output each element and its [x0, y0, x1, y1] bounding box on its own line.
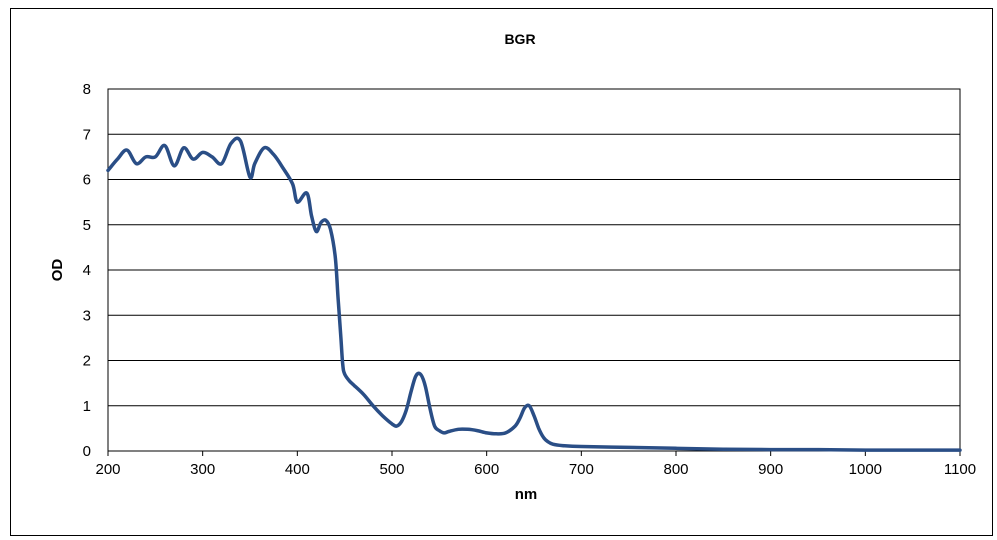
y-tick-label: 8 [83, 81, 91, 98]
y-axis-title: OD [49, 259, 66, 282]
y-tick-label: 6 [83, 172, 91, 189]
y-tick-label: 0 [83, 443, 91, 460]
chart-title: BGR [504, 31, 535, 47]
y-tick-label: 1 [83, 398, 91, 415]
x-tick-label: 400 [285, 461, 310, 478]
y-tick-label: 4 [83, 262, 91, 279]
y-tick-label: 5 [83, 217, 91, 234]
gridlines [108, 88, 960, 452]
series-lines [106, 136, 962, 452]
x-tick-label: 200 [95, 461, 120, 478]
series-line [106, 136, 962, 452]
x-tick-label: 1100 [944, 461, 976, 478]
x-tick-label: 500 [379, 461, 404, 478]
x-tick-label: 800 [663, 461, 688, 478]
x-tick-label: 300 [190, 461, 215, 478]
plot-area [107, 88, 961, 452]
x-tick-label: 1000 [849, 461, 882, 478]
x-tick-label: 600 [474, 461, 499, 478]
x-axis-title: nm [515, 486, 538, 503]
y-tick-label: 2 [83, 353, 91, 370]
tick-labels: 0 1 2 3 4 5 6 7 8 200 300 400 500 600 700 800 900 1000 110… [83, 81, 976, 478]
y-tick-label: 7 [83, 126, 91, 143]
x-tick-label: 700 [569, 461, 594, 478]
x-tick-label: 900 [758, 461, 783, 478]
y-tick-label: 3 [83, 307, 91, 324]
